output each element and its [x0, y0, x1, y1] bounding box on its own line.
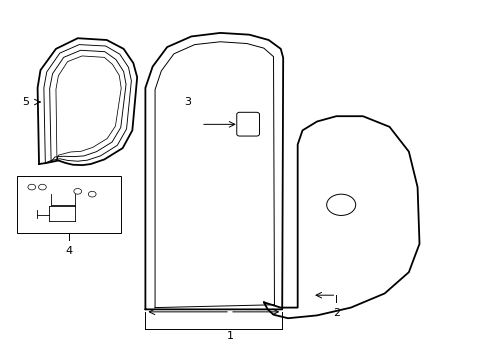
Text: 5: 5 [22, 97, 29, 107]
Text: 1: 1 [226, 331, 233, 341]
Text: 2: 2 [332, 307, 339, 318]
Text: 3: 3 [183, 97, 190, 107]
Text: 4: 4 [66, 246, 73, 256]
Bar [17, 176, 121, 233]
FancyBboxPatch shape [236, 112, 259, 136]
